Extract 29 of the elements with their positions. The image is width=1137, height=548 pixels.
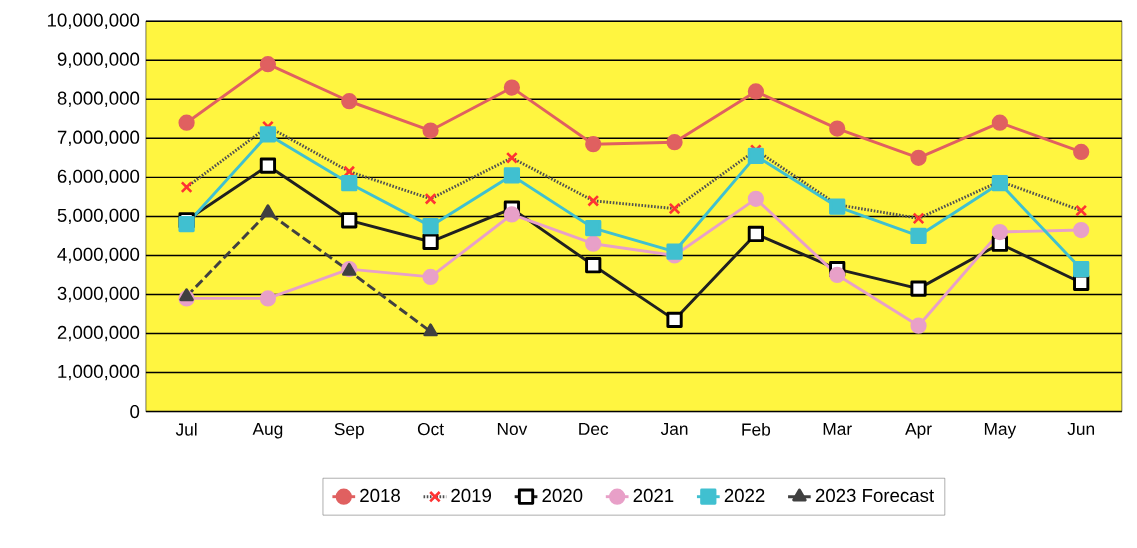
- y-tick-label: 6,000,000: [57, 169, 140, 186]
- x-tick-label: Feb: [742, 422, 771, 436]
- y-tick-label: 3,000,000: [57, 286, 140, 303]
- y-tick-label: 7,000,000: [57, 130, 140, 147]
- x-tick-label: Jun: [1067, 422, 1095, 436]
- y-tick-label: 2,000,000: [57, 325, 140, 342]
- x-tick-label: Jan: [660, 422, 688, 436]
- y-tick-label: 0: [130, 404, 140, 419]
- legend-label: 2023 Forecast: [815, 488, 934, 503]
- y-tick-label: 5,000,000: [57, 208, 140, 225]
- y-tick-label: 8,000,000: [57, 91, 140, 107]
- y-tick-label: 9,000,000: [57, 52, 140, 68]
- legend-label: 2018: [360, 488, 400, 503]
- x-tick-label: Apr: [905, 422, 932, 439]
- legend-label: 2021: [633, 488, 674, 503]
- x-tick-label: Nov: [497, 422, 528, 436]
- x-tick-label: Dec: [579, 422, 609, 436]
- y-tick-label: 4,000,000: [57, 247, 140, 264]
- x-tick-label: Sep: [334, 422, 364, 439]
- x-tick-label: Oct: [417, 422, 444, 436]
- legend-label: 2020: [542, 488, 583, 503]
- x-tick-label: Mar: [823, 422, 852, 436]
- x-tick-label: May: [984, 422, 1017, 439]
- legend-label: 2019: [451, 488, 491, 503]
- y-tick-label: 1,000,000: [58, 364, 140, 381]
- x-tick-label: Aug: [252, 422, 283, 439]
- y-tick-label: 10,000,000: [47, 13, 140, 29]
- legend-label: 2022: [724, 488, 765, 503]
- x-tick-label: Jul: [175, 422, 197, 436]
